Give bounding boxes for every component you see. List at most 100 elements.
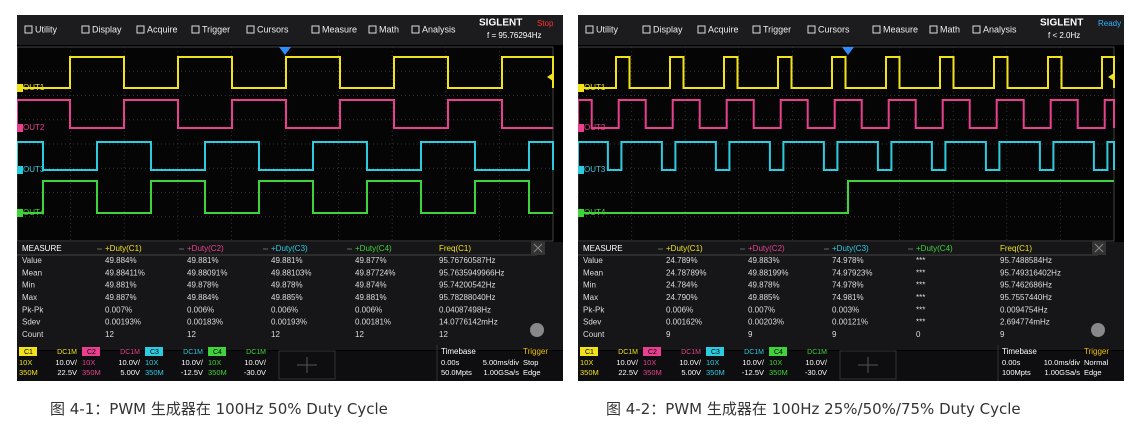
brand: SIGLENT: [1040, 18, 1083, 29]
measure-cell: 95.74200542Hz: [439, 281, 496, 290]
menu-item[interactable]: Trigger: [763, 24, 791, 34]
channel-label: OUT1: [584, 83, 606, 92]
measure-cell: 0: [916, 330, 921, 339]
menu-item[interactable]: Utility: [35, 24, 57, 34]
probe: 10X: [208, 358, 221, 367]
menu-item[interactable]: Utility: [596, 24, 618, 34]
channel-name: C4: [774, 349, 783, 356]
menu-icon: [585, 25, 594, 34]
menu-item[interactable]: Measure: [322, 24, 357, 34]
trigger-marker: [279, 47, 291, 55]
menu-icon: [929, 25, 938, 34]
coupling: DC1M: [807, 349, 827, 356]
add-channel: [839, 350, 897, 380]
timebase-delay: 0.00s: [441, 358, 460, 367]
measure-cell: 49.881%: [271, 256, 303, 265]
status: Ready: [1098, 19, 1121, 28]
menu-item[interactable]: Trigger: [202, 24, 230, 34]
probe: 10X: [580, 358, 593, 367]
menu-item[interactable]: Acquire: [708, 24, 739, 34]
measure-header: +Duty(C2): [748, 244, 785, 253]
menu-icon: [972, 25, 981, 34]
channel-tag: [769, 347, 787, 356]
measure-cell: 12: [271, 330, 280, 339]
measure-header: +Duty(C1): [666, 244, 703, 253]
add-icon: [858, 357, 878, 373]
memory-depth: 100Mpts: [1002, 368, 1031, 377]
measure-cell: Mean: [583, 268, 603, 277]
coupling: DC1M: [744, 349, 764, 356]
menu-item[interactable]: Math: [379, 24, 399, 34]
channel-bar: [17, 351, 563, 381]
menu-icon: [368, 25, 377, 34]
volts-div: 10.0V/: [55, 358, 78, 367]
sample-rate: 1.00GSa/s: [484, 368, 520, 377]
volts-div: 10.0V/: [244, 358, 267, 367]
coupling: DC1M: [246, 349, 266, 356]
caption: 图 4-1：PWM 生成器在 100Hz 50% Duty Cycle: [50, 400, 388, 418]
coupling: DC1M: [618, 349, 638, 356]
measure-cell: Max: [583, 293, 598, 302]
menu-icon: [642, 25, 651, 34]
channel-marker: [17, 166, 23, 174]
channel-name: C1: [24, 349, 33, 356]
bandwidth: 350M: [706, 368, 725, 377]
measure-cell: ***: [916, 281, 925, 290]
waveform: [17, 180, 553, 214]
memory-depth: 50.0Mpts: [441, 368, 472, 377]
volts-div: 10.0V/: [181, 358, 204, 367]
bandwidth: 350M: [19, 368, 38, 377]
measure-header: +Duty(C4): [916, 244, 953, 253]
measure-cell: 74.978%: [832, 256, 864, 265]
menu-item[interactable]: Cursors: [257, 24, 289, 34]
measure-cell: Min: [22, 281, 35, 290]
measure-cell: 49.881%: [355, 293, 387, 302]
menu-item[interactable]: Cursors: [818, 24, 850, 34]
measure-cell: 74.97923%: [832, 268, 872, 277]
measure-cell: 49.877%: [355, 256, 387, 265]
menu-icon: [246, 25, 255, 34]
menu-item[interactable]: Display: [653, 24, 683, 34]
menu-item[interactable]: Display: [92, 24, 122, 34]
bandwidth: 350M: [82, 368, 101, 377]
channel-label: OUT1: [23, 83, 45, 92]
bandwidth: 350M: [580, 368, 599, 377]
settings-button[interactable]: [1091, 323, 1105, 337]
menu-item[interactable]: Analysis: [422, 24, 456, 34]
probe: 10X: [643, 358, 656, 367]
sample-rate: 1.00GSa/s: [1045, 368, 1081, 377]
menu-item[interactable]: Math: [940, 24, 960, 34]
measure-cell: Value: [22, 256, 42, 265]
measure-cell: 0.007%: [105, 305, 132, 314]
menu-icon: [752, 25, 761, 34]
menu-icon: [697, 25, 706, 34]
measure-header: Freq(C1): [1000, 244, 1032, 253]
measure-cell: 49.87724%: [355, 268, 395, 277]
measure-cell: 95.7488584Hz: [1000, 256, 1052, 265]
channel-marker: [578, 84, 584, 92]
measure-cell: 95.78288040Hz: [439, 293, 496, 302]
channel-tag: [706, 347, 724, 356]
settings-button[interactable]: [530, 323, 544, 337]
menu-item[interactable]: Acquire: [147, 24, 178, 34]
channel-marker: [17, 124, 23, 132]
menu-item[interactable]: Measure: [883, 24, 918, 34]
volts-div: 10.0V/: [616, 358, 639, 367]
channel-label: OUT4: [584, 208, 606, 217]
menu-icon: [136, 25, 145, 34]
channel-tag: [82, 347, 100, 356]
menu-icon: [81, 25, 90, 34]
offset: 5.00V: [681, 368, 701, 377]
menu-bar: [578, 15, 1124, 45]
channel-name: C2: [87, 349, 96, 356]
close-icon: [1094, 243, 1104, 253]
measure-cell: 0.00203%: [748, 318, 784, 327]
menu-item[interactable]: Analysis: [983, 24, 1017, 34]
waveform: [578, 180, 1114, 214]
measure-header: +Duty(C1): [105, 244, 142, 253]
coupling: DC1M: [57, 349, 77, 356]
channel-tag: [643, 347, 661, 356]
waveform: [578, 56, 1115, 89]
measure-cell: 0.006%: [666, 305, 693, 314]
coupling: DC1M: [120, 349, 140, 356]
